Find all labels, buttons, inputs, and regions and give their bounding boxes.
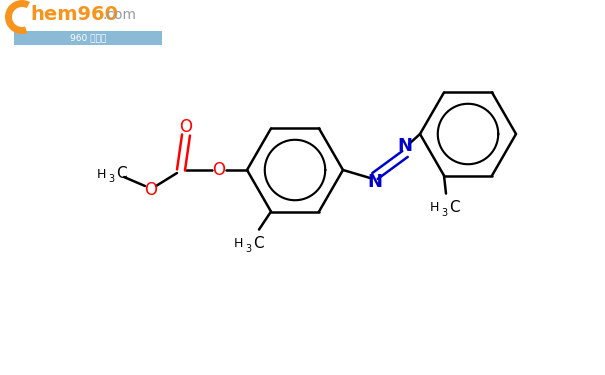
Wedge shape — [5, 0, 30, 34]
Text: O: O — [180, 118, 192, 136]
Text: hem960: hem960 — [30, 6, 118, 24]
Text: H: H — [97, 168, 106, 180]
Text: O: O — [145, 181, 157, 199]
Text: O: O — [212, 161, 226, 179]
Text: C: C — [116, 166, 126, 182]
Text: .com: .com — [103, 8, 137, 22]
Text: C: C — [449, 200, 460, 215]
Text: N: N — [397, 137, 413, 155]
Text: 3: 3 — [441, 208, 447, 218]
Text: 3: 3 — [108, 174, 114, 184]
Text: 960 化工网: 960 化工网 — [70, 33, 106, 42]
Text: 3: 3 — [245, 244, 251, 254]
Text: H: H — [430, 201, 439, 214]
Text: C: C — [253, 236, 264, 251]
Text: N: N — [367, 173, 382, 191]
FancyBboxPatch shape — [14, 31, 162, 45]
Text: H: H — [234, 237, 243, 250]
